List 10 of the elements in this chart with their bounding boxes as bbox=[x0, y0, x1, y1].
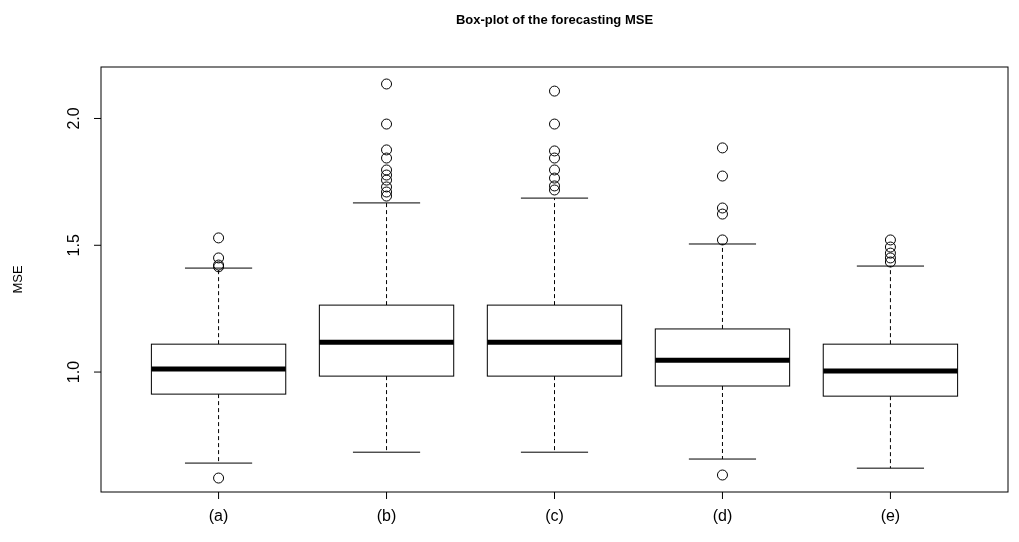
y-axis-title: MSE bbox=[10, 265, 25, 294]
x-tick-label: (e) bbox=[880, 507, 901, 524]
y-tick-label: 1.5 bbox=[65, 234, 82, 257]
x-tick-label: (a) bbox=[208, 507, 229, 524]
x-tick-label: (c) bbox=[545, 507, 564, 524]
x-tick-label: (b) bbox=[376, 507, 397, 524]
chart-title: Box-plot of the forecasting MSE bbox=[455, 12, 654, 27]
x-tick-label: (d) bbox=[712, 507, 733, 524]
y-tick-label: 1.0 bbox=[65, 360, 82, 384]
y-tick-label: 2.0 bbox=[65, 107, 82, 130]
